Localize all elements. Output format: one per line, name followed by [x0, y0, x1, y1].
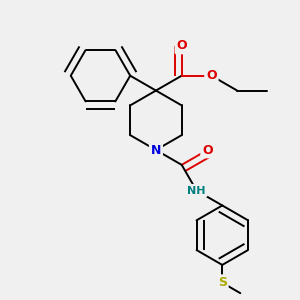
- Text: O: O: [202, 143, 213, 157]
- Text: NH: NH: [187, 186, 206, 196]
- Text: S: S: [218, 276, 227, 289]
- Text: N: N: [151, 143, 161, 157]
- Text: O: O: [176, 40, 187, 52]
- Text: O: O: [206, 69, 217, 82]
